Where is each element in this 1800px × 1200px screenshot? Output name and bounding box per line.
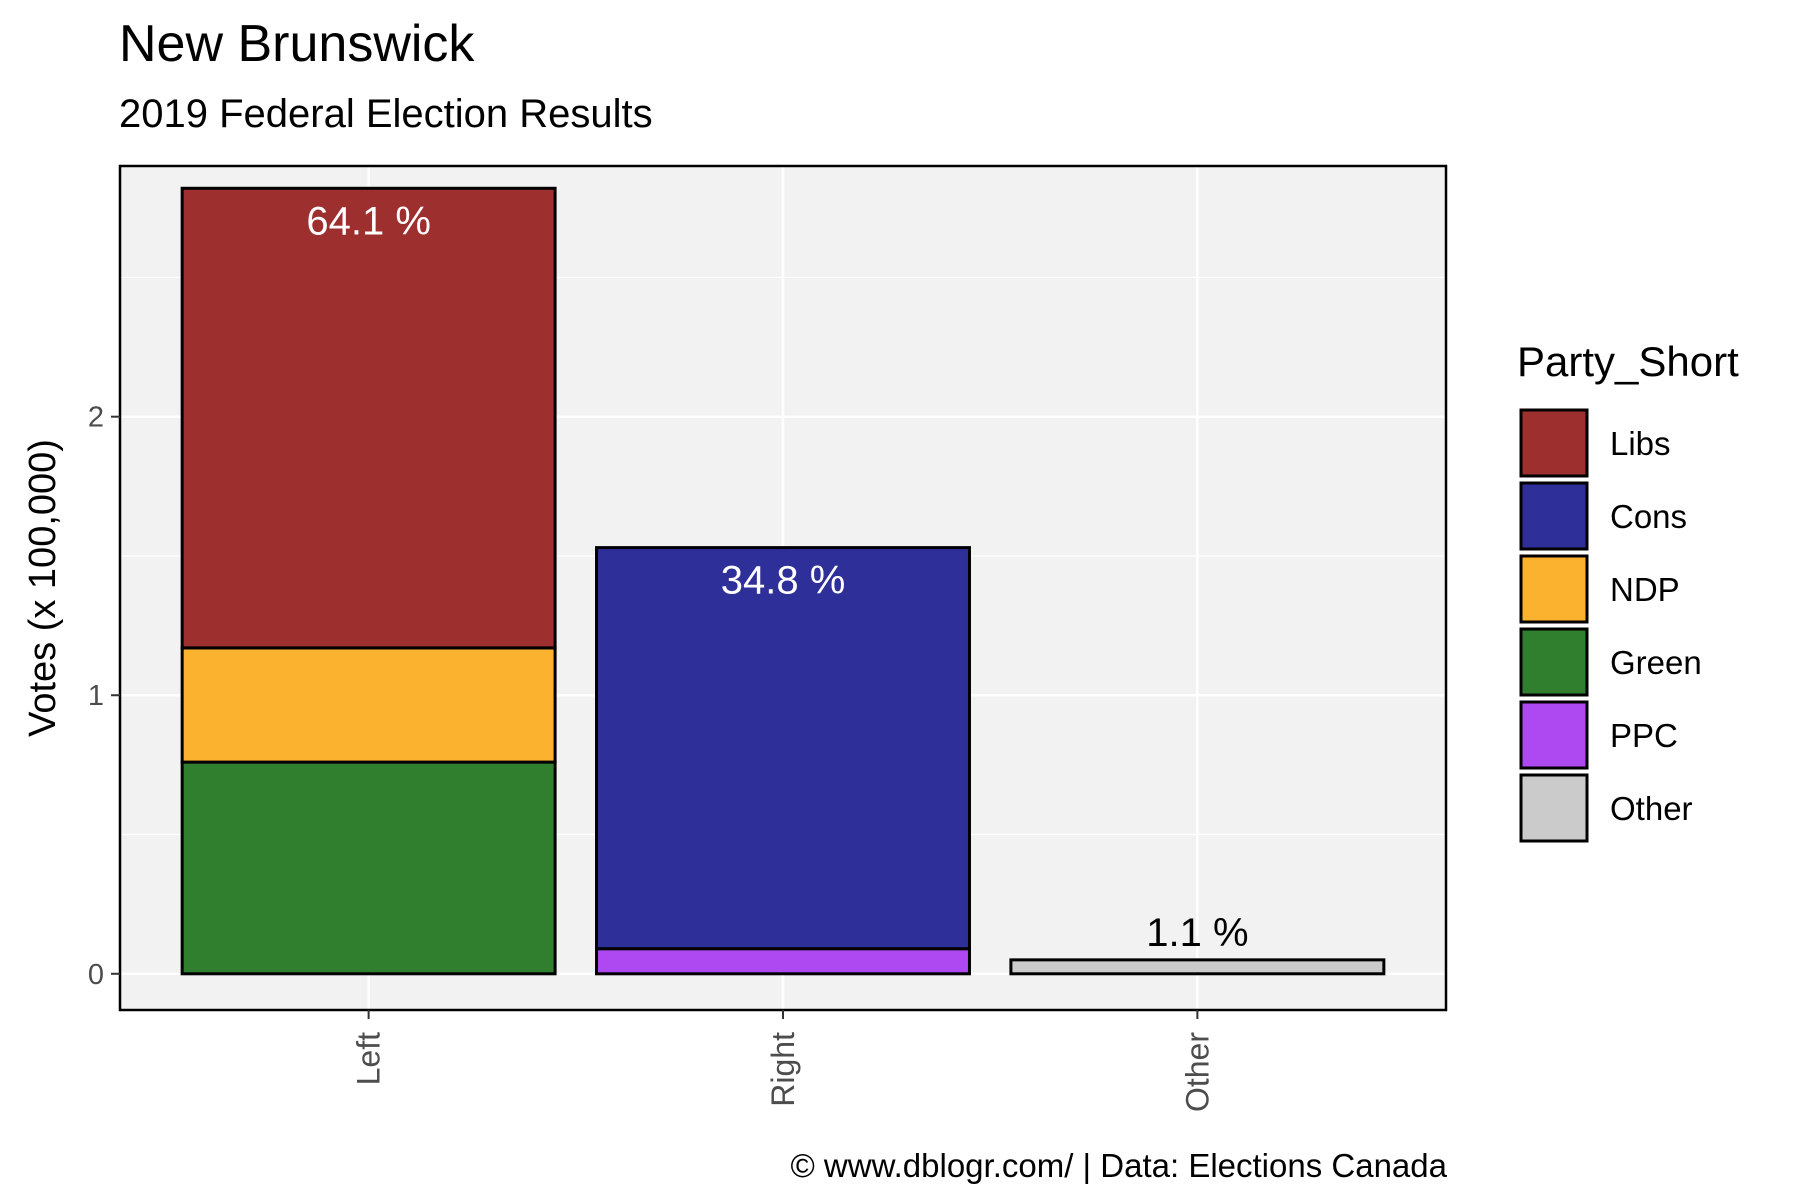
- bar-label-other: 1.1 %: [1146, 911, 1248, 955]
- bar-ndp-left: [180, 646, 557, 764]
- y-tick-label: 0: [88, 959, 104, 991]
- bar-libs-left: [180, 186, 557, 650]
- bar-label-right: 34.8 %: [721, 559, 846, 603]
- legend-label-libs: Libs: [1610, 425, 1671, 462]
- legend-label-ppc: PPC: [1610, 717, 1678, 754]
- bar-ppc-right: [595, 947, 971, 976]
- chart-subtitle: 2019 Federal Election Results: [119, 92, 653, 136]
- legend-key-cons: [1519, 481, 1589, 551]
- x-tick-label-left: Left: [351, 1032, 387, 1085]
- x-tick-label-other: Other: [1179, 1032, 1215, 1112]
- bar-label-left: 64.1 %: [306, 199, 431, 243]
- legend-key-ppc: [1519, 700, 1589, 770]
- x-tick-label-right: Right: [765, 1032, 801, 1107]
- y-tick-label: 1: [88, 680, 104, 712]
- bar-labels: 64.1 % 34.8 % 1.1 %: [306, 199, 1248, 955]
- legend-label-cons: Cons: [1610, 498, 1687, 535]
- bar-cons-right: [595, 546, 971, 951]
- legend-key-libs: [1519, 408, 1589, 478]
- bars: [180, 186, 1386, 976]
- y-tick-label: 2: [88, 402, 104, 434]
- y-axis-label: Votes (x 100,000): [22, 439, 64, 737]
- legend-key-other: [1519, 773, 1589, 843]
- legend-label-ndp: NDP: [1610, 571, 1680, 608]
- bar-green-left: [180, 760, 557, 976]
- legend-label-green: Green: [1610, 644, 1702, 681]
- legend-title: Party_Short: [1517, 338, 1739, 385]
- legend-key-green: [1519, 627, 1589, 697]
- y-axis: 0 1 2: [88, 402, 120, 991]
- x-axis: Left Right Other: [351, 1010, 1215, 1112]
- bar-other-other: [1009, 958, 1386, 976]
- chart-title: New Brunswick: [119, 15, 475, 73]
- source-caption: © www.dblogr.com/ | Data: Elections Cana…: [790, 1147, 1447, 1184]
- legend: Party_Short Libs Cons NDP Green PPC Other: [1517, 338, 1739, 843]
- legend-label-other: Other: [1610, 790, 1693, 827]
- legend-key-ndp: [1519, 554, 1589, 624]
